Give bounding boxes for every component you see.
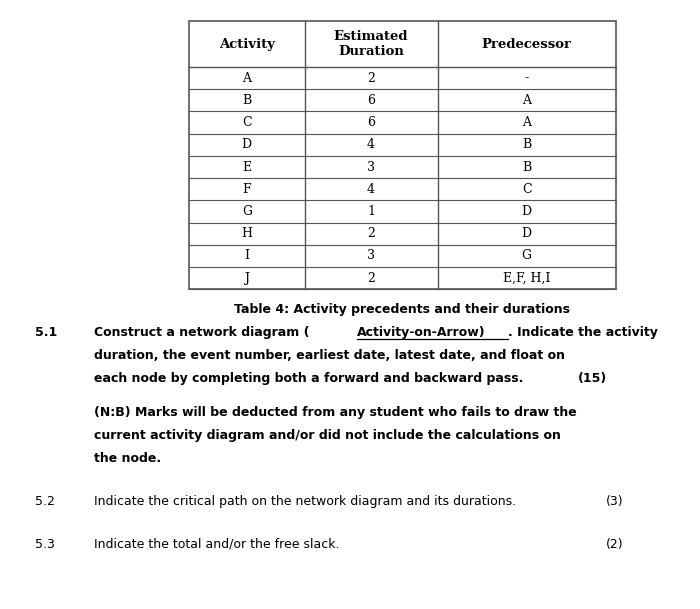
Text: 6: 6 (367, 116, 375, 129)
Text: 1: 1 (367, 205, 375, 218)
Text: C: C (242, 116, 251, 129)
Text: 3: 3 (367, 161, 375, 174)
Text: J: J (244, 272, 249, 284)
Text: 2: 2 (367, 72, 375, 85)
Text: -: - (525, 72, 528, 85)
Text: (N:B) Marks will be deducted from any student who fails to draw the: (N:B) Marks will be deducted from any st… (94, 406, 578, 418)
Text: 6: 6 (367, 94, 375, 107)
Text: Indicate the critical path on the network diagram and its durations.: Indicate the critical path on the networ… (94, 495, 517, 508)
Text: Activity-on-Arrow): Activity-on-Arrow) (357, 326, 486, 339)
Text: D: D (522, 227, 532, 240)
Text: A: A (242, 72, 251, 85)
Text: E,F, H,I: E,F, H,I (503, 272, 550, 284)
Text: Construct a network diagram (: Construct a network diagram ( (94, 326, 310, 339)
Text: A: A (522, 94, 531, 107)
Text: B: B (522, 161, 531, 174)
Text: G: G (522, 250, 532, 262)
Text: the node.: the node. (94, 452, 162, 465)
Text: A: A (522, 116, 531, 129)
Bar (189, 21, 616, 289)
Text: I: I (244, 250, 249, 262)
Text: B: B (522, 138, 531, 151)
Text: (3): (3) (606, 495, 623, 508)
Text: Estimated
Duration: Estimated Duration (334, 30, 408, 58)
Text: Indicate the total and/or the free slack.: Indicate the total and/or the free slack… (94, 538, 340, 551)
Text: E: E (242, 161, 251, 174)
Text: duration, the event number, earliest date, latest date, and float on: duration, the event number, earliest dat… (94, 349, 566, 362)
Text: G: G (241, 205, 252, 218)
Text: 5.3: 5.3 (35, 538, 55, 551)
Text: . Indicate the activity: . Indicate the activity (508, 326, 657, 339)
Text: each node by completing both a forward and backward pass.: each node by completing both a forward a… (94, 372, 524, 385)
Text: current activity diagram and/or did not include the calculations on: current activity diagram and/or did not … (94, 429, 561, 442)
Text: 3: 3 (367, 250, 375, 262)
Text: D: D (241, 138, 252, 151)
Text: C: C (522, 183, 531, 195)
Text: B: B (242, 94, 251, 107)
Text: Table 4: Activity precedents and their durations: Table 4: Activity precedents and their d… (234, 303, 570, 315)
Text: F: F (242, 183, 251, 195)
Text: 2: 2 (367, 272, 375, 284)
Text: Predecessor: Predecessor (482, 38, 572, 51)
Text: H: H (241, 227, 252, 240)
Text: Activity: Activity (219, 38, 274, 51)
Text: 4: 4 (367, 183, 375, 195)
Text: (2): (2) (606, 538, 623, 551)
Text: (15): (15) (578, 372, 607, 385)
Text: 2: 2 (367, 227, 375, 240)
Text: D: D (522, 205, 532, 218)
Text: 4: 4 (367, 138, 375, 151)
Text: 5.1: 5.1 (35, 326, 57, 339)
Text: 5.2: 5.2 (35, 495, 55, 508)
